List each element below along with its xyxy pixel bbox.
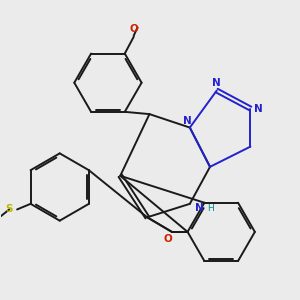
Text: N: N [254, 103, 262, 113]
Text: O: O [163, 234, 172, 244]
Text: S: S [5, 204, 13, 214]
Text: N: N [212, 78, 221, 88]
Text: N: N [195, 203, 204, 213]
Text: N: N [183, 116, 192, 126]
Text: H: H [207, 204, 213, 213]
Text: O: O [129, 24, 138, 34]
